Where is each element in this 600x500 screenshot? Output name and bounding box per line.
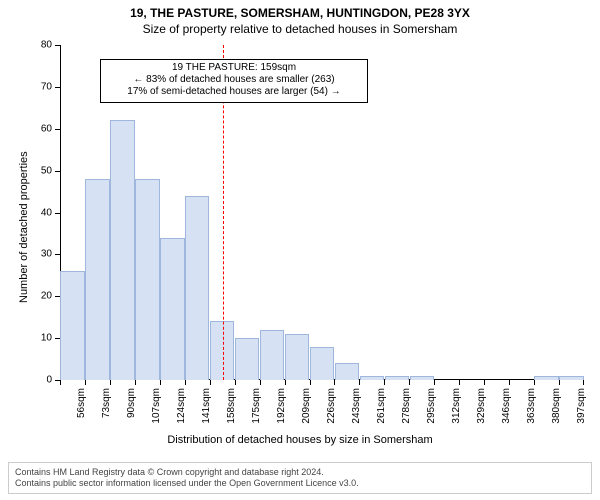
x-tick-mark bbox=[235, 380, 236, 385]
footer-line1: Contains HM Land Registry data © Crown c… bbox=[15, 467, 585, 478]
y-axis-label: Number of detached properties bbox=[18, 151, 30, 303]
x-tick-label: 243sqm bbox=[351, 388, 362, 458]
x-tick-mark bbox=[210, 380, 211, 385]
x-tick-label: 158sqm bbox=[226, 388, 237, 458]
y-tick-label: 10 bbox=[30, 333, 52, 344]
x-tick-mark bbox=[409, 380, 410, 385]
y-tick-label: 20 bbox=[30, 291, 52, 302]
x-tick-label: 209sqm bbox=[301, 388, 312, 458]
x-tick-label: 141sqm bbox=[201, 388, 212, 458]
histogram-bar bbox=[110, 120, 134, 380]
x-tick-label: 312sqm bbox=[451, 388, 462, 458]
x-tick-label: 278sqm bbox=[401, 388, 412, 458]
y-tick-mark bbox=[55, 129, 60, 130]
histogram-bar bbox=[160, 238, 184, 380]
histogram-bar bbox=[534, 376, 558, 380]
annotation-line3: 17% of semi-detached houses are larger (… bbox=[105, 86, 363, 98]
histogram-bar bbox=[235, 338, 259, 380]
x-tick-label: 90sqm bbox=[126, 388, 137, 458]
x-tick-mark bbox=[384, 380, 385, 385]
histogram-bar bbox=[335, 363, 359, 380]
x-tick-label: 363sqm bbox=[526, 388, 537, 458]
x-tick-label: 192sqm bbox=[276, 388, 287, 458]
x-tick-mark bbox=[135, 380, 136, 385]
x-tick-mark bbox=[559, 380, 560, 385]
footer-line2: Contains public sector information licen… bbox=[15, 478, 585, 489]
histogram-bar bbox=[285, 334, 309, 380]
x-tick-label: 346sqm bbox=[501, 388, 512, 458]
x-tick-label: 73sqm bbox=[101, 388, 112, 458]
x-tick-mark bbox=[509, 380, 510, 385]
x-tick-label: 329sqm bbox=[476, 388, 487, 458]
histogram-bar bbox=[85, 179, 109, 380]
footer-box: Contains HM Land Registry data © Crown c… bbox=[8, 462, 592, 494]
y-tick-label: 80 bbox=[30, 40, 52, 51]
x-tick-mark bbox=[434, 380, 435, 385]
x-tick-mark bbox=[110, 380, 111, 385]
x-tick-label: 261sqm bbox=[376, 388, 387, 458]
x-tick-mark bbox=[285, 380, 286, 385]
x-tick-label: 175sqm bbox=[251, 388, 262, 458]
x-tick-label: 107sqm bbox=[151, 388, 162, 458]
histogram-bar bbox=[60, 271, 84, 380]
y-tick-label: 0 bbox=[30, 375, 52, 386]
histogram-bar bbox=[185, 196, 209, 380]
histogram-bar bbox=[559, 376, 583, 380]
chart-root: 19, THE PASTURE, SOMERSHAM, HUNTINGDON, … bbox=[0, 0, 600, 500]
annotation-box: 19 THE PASTURE: 159sqm← 83% of detached … bbox=[100, 59, 368, 103]
x-tick-label: 380sqm bbox=[551, 388, 562, 458]
y-tick-label: 40 bbox=[30, 207, 52, 218]
x-tick-mark bbox=[60, 380, 61, 385]
x-tick-label: 124sqm bbox=[176, 388, 187, 458]
y-tick-mark bbox=[55, 87, 60, 88]
y-tick-label: 70 bbox=[30, 81, 52, 92]
annotation-line2: ← 83% of detached houses are smaller (26… bbox=[105, 74, 363, 86]
y-tick-label: 30 bbox=[30, 249, 52, 260]
histogram-bar bbox=[210, 321, 234, 380]
chart-title-line2: Size of property relative to detached ho… bbox=[0, 22, 600, 37]
y-tick-mark bbox=[55, 171, 60, 172]
x-tick-mark bbox=[260, 380, 261, 385]
histogram-bar bbox=[310, 347, 334, 381]
y-tick-label: 60 bbox=[30, 123, 52, 134]
histogram-bar bbox=[135, 179, 159, 380]
x-tick-mark bbox=[85, 380, 86, 385]
x-tick-label: 295sqm bbox=[426, 388, 437, 458]
x-tick-mark bbox=[534, 380, 535, 385]
histogram-bar bbox=[385, 376, 409, 380]
x-tick-mark bbox=[359, 380, 360, 385]
x-tick-label: 56sqm bbox=[76, 388, 87, 458]
histogram-bar bbox=[410, 376, 434, 380]
plot-area: 19 THE PASTURE: 159sqm← 83% of detached … bbox=[60, 45, 584, 380]
x-tick-mark bbox=[484, 380, 485, 385]
y-tick-label: 50 bbox=[30, 165, 52, 176]
histogram-bar bbox=[360, 376, 384, 380]
x-tick-mark bbox=[583, 380, 584, 385]
x-tick-mark bbox=[334, 380, 335, 385]
y-tick-mark bbox=[55, 213, 60, 214]
chart-title-line1: 19, THE PASTURE, SOMERSHAM, HUNTINGDON, … bbox=[0, 6, 600, 21]
x-tick-mark bbox=[160, 380, 161, 385]
x-tick-mark bbox=[459, 380, 460, 385]
x-tick-label: 226sqm bbox=[326, 388, 337, 458]
histogram-bar bbox=[260, 330, 284, 380]
x-tick-mark bbox=[310, 380, 311, 385]
annotation-line1: 19 THE PASTURE: 159sqm bbox=[105, 62, 363, 74]
y-tick-mark bbox=[55, 45, 60, 46]
x-tick-mark bbox=[185, 380, 186, 385]
y-tick-mark bbox=[55, 254, 60, 255]
x-tick-label: 397sqm bbox=[576, 388, 587, 458]
